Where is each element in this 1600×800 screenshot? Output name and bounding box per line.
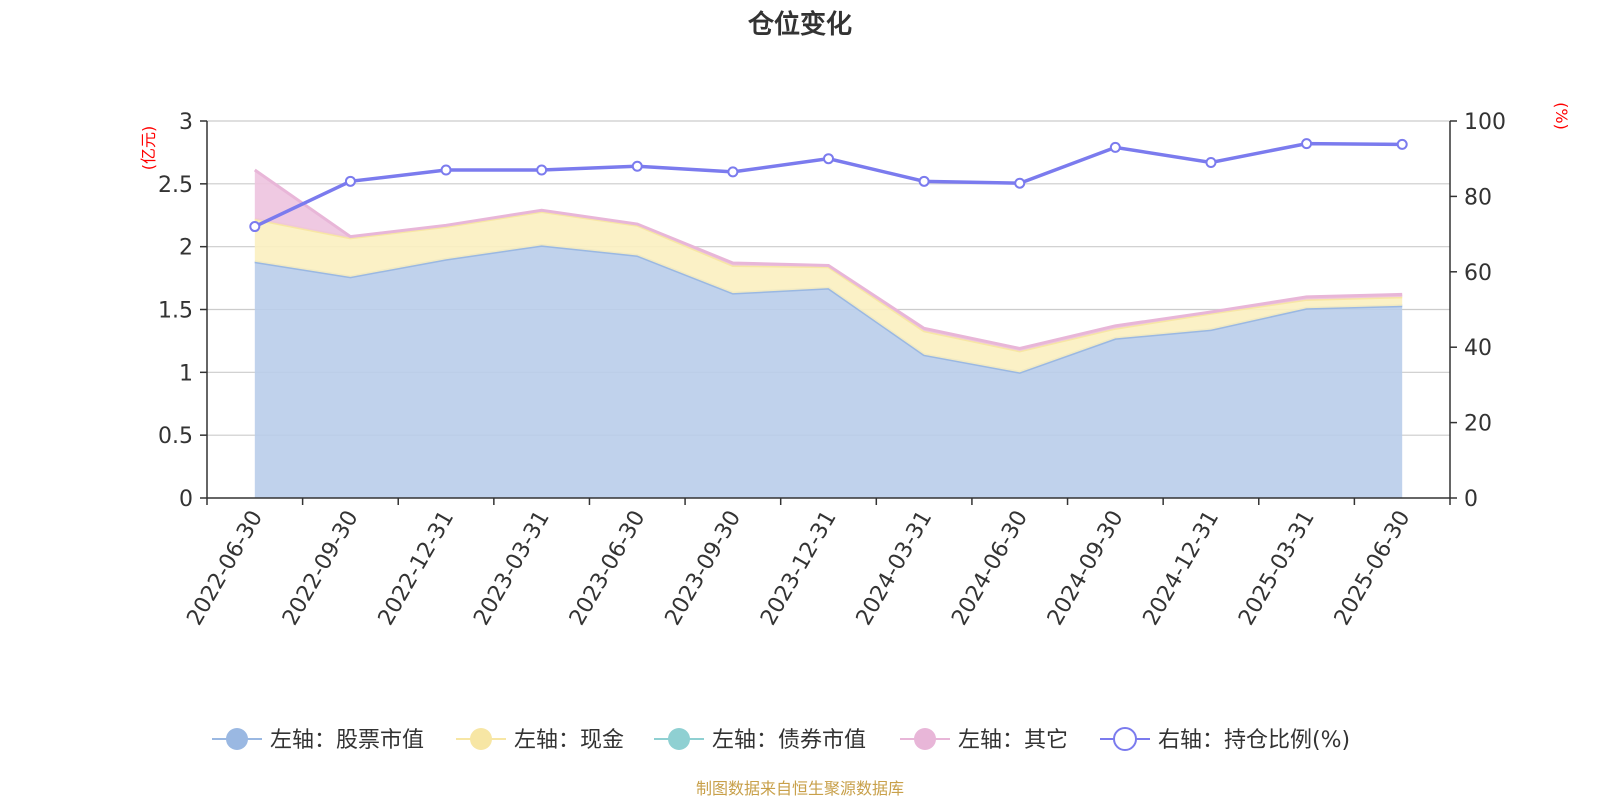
left-tick-label: 1 bbox=[179, 361, 193, 386]
legend-item: 左轴：现金 bbox=[456, 728, 624, 753]
ratio-point bbox=[823, 153, 834, 165]
legend-marker bbox=[1113, 727, 1137, 751]
right-axis-unit: (%) bbox=[1552, 102, 1571, 130]
x-tick-label: 2023-06-30 bbox=[565, 507, 651, 630]
ratio-point bbox=[727, 166, 739, 178]
x-tick-label: 2024-03-31 bbox=[852, 507, 938, 630]
right-tick-label: 80 bbox=[1464, 185, 1492, 210]
right-tick-label: 100 bbox=[1464, 110, 1506, 135]
x-tick-label: 2022-12-31 bbox=[374, 507, 460, 630]
right-tick-label: 0 bbox=[1464, 487, 1478, 512]
legend: 左轴：股票市值 左轴：现金 左轴：债券市值 左轴：其它 右轴：持仓比例(%) bbox=[212, 727, 1350, 753]
x-tick-label: 2023-03-31 bbox=[469, 507, 555, 630]
legend-label: 左轴：其它 bbox=[958, 728, 1068, 753]
right-tick-label: 40 bbox=[1464, 336, 1492, 361]
left-axis-unit: (亿元) bbox=[139, 126, 158, 171]
area-series-0 bbox=[254, 245, 1403, 498]
stacked-areas bbox=[253, 168, 1403, 498]
x-tick-label: 2022-06-30 bbox=[182, 507, 268, 630]
left-tick-label: 3 bbox=[179, 110, 193, 135]
legend-marker bbox=[226, 728, 248, 750]
x-tick-label: 2025-06-30 bbox=[1330, 507, 1416, 630]
ratio-point bbox=[1109, 141, 1121, 153]
ratio-point bbox=[440, 164, 452, 176]
ratio-point bbox=[249, 221, 261, 233]
x-tick-label: 2024-12-31 bbox=[1139, 507, 1225, 630]
legend-item: 右轴：持仓比例(%) bbox=[1100, 727, 1350, 753]
legend-marker bbox=[914, 728, 936, 750]
ratio-point bbox=[1014, 177, 1026, 189]
ratio-point bbox=[631, 160, 643, 172]
right-tick-label: 20 bbox=[1464, 412, 1492, 437]
legend-item: 左轴：债券市值 bbox=[654, 728, 866, 753]
x-tick-label: 2024-09-30 bbox=[1043, 507, 1129, 630]
ratio-point bbox=[918, 175, 930, 187]
ratio-point bbox=[344, 175, 356, 187]
right-tick-label: 60 bbox=[1464, 261, 1492, 286]
x-tick-label: 2022-09-30 bbox=[278, 507, 364, 630]
left-tick-label: 1.5 bbox=[158, 299, 193, 324]
left-tick-label: 2.5 bbox=[158, 173, 193, 198]
legend-item: 左轴：其它 bbox=[900, 728, 1068, 753]
ratio-point bbox=[536, 164, 548, 176]
ratio-point bbox=[1205, 156, 1217, 168]
left-tick-label: 0.5 bbox=[158, 424, 193, 449]
legend-label: 右轴：持仓比例(%) bbox=[1158, 728, 1350, 753]
chart-title: 仓位变化 bbox=[747, 9, 852, 40]
ratio-point bbox=[1396, 138, 1408, 150]
legend-label: 左轴：股票市值 bbox=[270, 728, 424, 753]
area-edge-series-3 bbox=[253, 168, 1403, 350]
legend-marker bbox=[470, 728, 492, 750]
legend-marker bbox=[668, 728, 690, 750]
ratio-point bbox=[1301, 138, 1313, 150]
x-tick-label: 2023-09-30 bbox=[661, 507, 747, 630]
position-ratio-line bbox=[249, 138, 1408, 233]
x-tick-label: 2024-06-30 bbox=[947, 507, 1033, 630]
left-tick-label: 2 bbox=[179, 236, 193, 261]
legend-item: 左轴：股票市值 bbox=[212, 728, 424, 753]
legend-label: 左轴：债券市值 bbox=[712, 728, 866, 753]
area-series-1 bbox=[254, 211, 1403, 373]
x-tick-label: 2023-12-31 bbox=[756, 507, 842, 630]
x-tick-label: 2025-03-31 bbox=[1234, 507, 1320, 630]
data-source-note: 制图数据来自恒生聚源数据库 bbox=[696, 779, 904, 798]
left-tick-label: 0 bbox=[179, 487, 193, 512]
legend-label: 左轴：现金 bbox=[514, 728, 624, 753]
